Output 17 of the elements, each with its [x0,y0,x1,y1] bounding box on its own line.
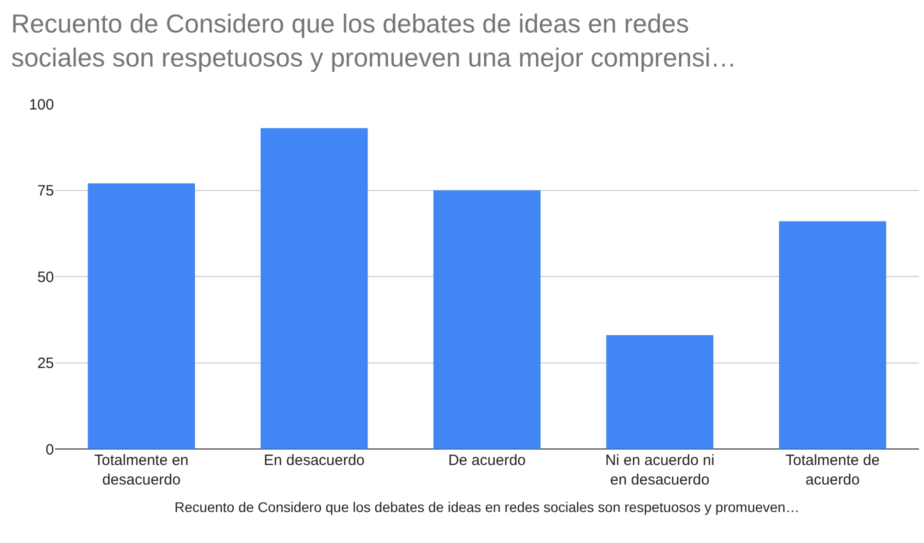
x-tick-label: En desacuerdo [264,452,365,469]
chart-title: Recuento de Considero que los debates de ideas en redes sociales son respetuosos y promueven una mejor comprensi… [11,8,737,72]
x-tick-label: Ni en acuerdo ni en desacuerdo [605,452,714,488]
bar [433,190,541,449]
x-axis-title: Recuento de Considero que los debates de ideas en redes sociales son respetuosos y promueven… [174,498,800,515]
y-tick-label: 50 [37,268,54,286]
bar [88,183,195,449]
y-tick-label: 100 [28,96,54,114]
bar [260,128,368,449]
y-tick-label: 0 [46,441,54,458]
x-tick-label: Totalmente en desacuerdo [94,452,189,488]
bar [606,335,714,449]
x-tick-label: Totalmente de acuerdo [785,452,880,488]
x-tick-label: De acuerdo [448,452,526,469]
bar [779,221,886,449]
y-tick-label: 25 [37,355,54,372]
y-tick-label: 75 [37,182,54,200]
